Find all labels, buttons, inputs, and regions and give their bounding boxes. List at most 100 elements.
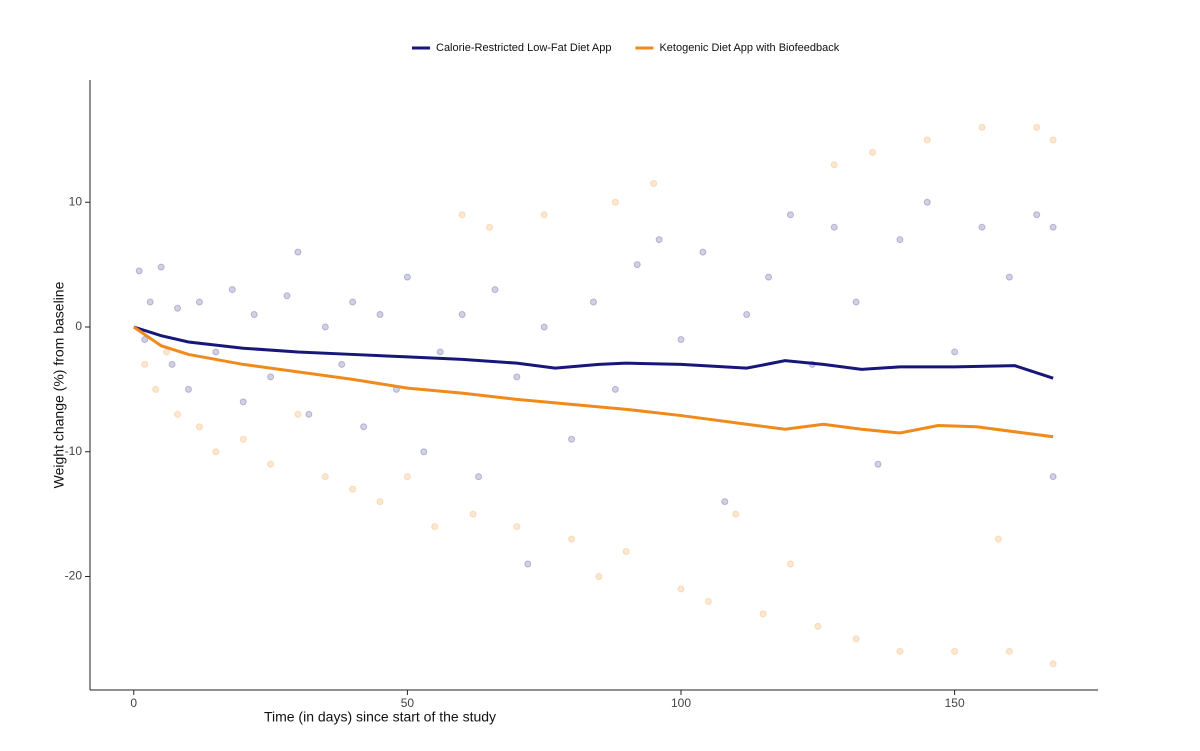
scatter-point [852, 635, 860, 643]
y-tick-label: -20 [65, 569, 83, 583]
scatter-point [1033, 211, 1041, 219]
scatter-point [513, 523, 521, 531]
series-line [133, 325, 1054, 380]
scatter-point [152, 385, 160, 393]
scatter-point [168, 360, 176, 368]
scatter-point [595, 572, 603, 580]
legend-label: Calorie-Restricted Low-Fat Diet App [436, 42, 611, 54]
scatter-point [475, 473, 483, 481]
scatter-point [1005, 647, 1013, 655]
scatter-point [874, 460, 882, 468]
scatter-point [852, 298, 860, 306]
scatter-point [743, 311, 751, 319]
scatter-point [677, 335, 685, 343]
scatter-point [786, 560, 794, 568]
scatter-point [338, 360, 346, 368]
scatter-point [458, 211, 466, 219]
scatter-point [157, 263, 165, 271]
scatter-point [540, 211, 548, 219]
scatter-point [655, 236, 663, 244]
scatter-point [923, 198, 931, 206]
x-tick-label: 50 [401, 696, 415, 710]
scatter-point [814, 622, 822, 630]
scatter-point [1049, 223, 1057, 231]
scatter-point [294, 410, 302, 418]
scatter-point [163, 348, 171, 356]
scatter-point [185, 385, 193, 393]
scatter-point [195, 423, 203, 431]
scatter-point [611, 385, 619, 393]
scatter-point [786, 211, 794, 219]
scatter-point [1049, 473, 1057, 481]
scatter-point [294, 248, 302, 256]
scatter-point [978, 123, 986, 131]
x-tick-label: 0 [130, 696, 137, 710]
scatter-point [1049, 136, 1057, 144]
y-tick-label: 10 [69, 194, 83, 208]
scatter-point [360, 423, 368, 431]
scatter-point [267, 460, 275, 468]
scatter-point [349, 298, 357, 306]
y-tick-label: 0 [75, 319, 82, 333]
scatter-point [146, 298, 154, 306]
scatter-point [951, 348, 959, 356]
scatter-point [436, 348, 444, 356]
scatter-point [239, 435, 247, 443]
scatter-point [420, 448, 428, 456]
scatter-point [305, 410, 313, 418]
scatter-point [195, 298, 203, 306]
scatter-point [633, 261, 641, 269]
scatter-point [568, 535, 576, 543]
scatter-point [677, 585, 685, 593]
scatter-point [141, 360, 149, 368]
series-line [132, 325, 1054, 439]
scatter-point [212, 348, 220, 356]
x-axis-label: Time (in days) since start of the study [264, 709, 496, 725]
scatter-point [524, 560, 532, 568]
scatter-point [174, 304, 182, 312]
scatter-point [699, 248, 707, 256]
scatter-point [376, 311, 384, 319]
y-tick-label: -10 [65, 444, 83, 458]
scatter-point [469, 510, 477, 518]
scatter-point [568, 435, 576, 443]
scatter-point [267, 373, 275, 381]
scatter-point [589, 298, 597, 306]
scatter-point [896, 236, 904, 244]
scatter-point [951, 647, 959, 655]
scatter-point [250, 311, 258, 319]
x-tick-label: 150 [945, 696, 965, 710]
y-axis-label: Weight change (%) from baseline [51, 281, 67, 488]
scatter-point [923, 136, 931, 144]
scatter-point [228, 286, 236, 294]
scatter-point [403, 273, 411, 281]
scatter-point [135, 267, 143, 275]
scatter-point [283, 292, 291, 300]
legend-label: Ketogenic Diet App with Biofeedback [659, 42, 839, 54]
scatter-point [1033, 123, 1041, 131]
scatter-point [994, 535, 1002, 543]
scatter-point [1005, 273, 1013, 281]
x-tick-label: 100 [671, 696, 691, 710]
scatter-point [321, 323, 329, 331]
scatter-point [978, 223, 986, 231]
scatter-point [491, 286, 499, 294]
scatter-point [458, 311, 466, 319]
scatter-point [830, 223, 838, 231]
scatter-point [485, 223, 493, 231]
scatter-point [721, 498, 729, 506]
scatter-point [650, 180, 658, 188]
scatter-point [431, 523, 439, 531]
scatter-point [321, 473, 329, 481]
scatter-point [403, 473, 411, 481]
scatter-point [239, 398, 247, 406]
scatter-point [830, 161, 838, 169]
scatter-point [212, 448, 220, 456]
scatter-point [622, 548, 630, 556]
scatter-point [349, 485, 357, 493]
scatter-point [765, 273, 773, 281]
scatter-point [704, 597, 712, 605]
scatter-point [896, 647, 904, 655]
scatter-point [869, 148, 877, 156]
